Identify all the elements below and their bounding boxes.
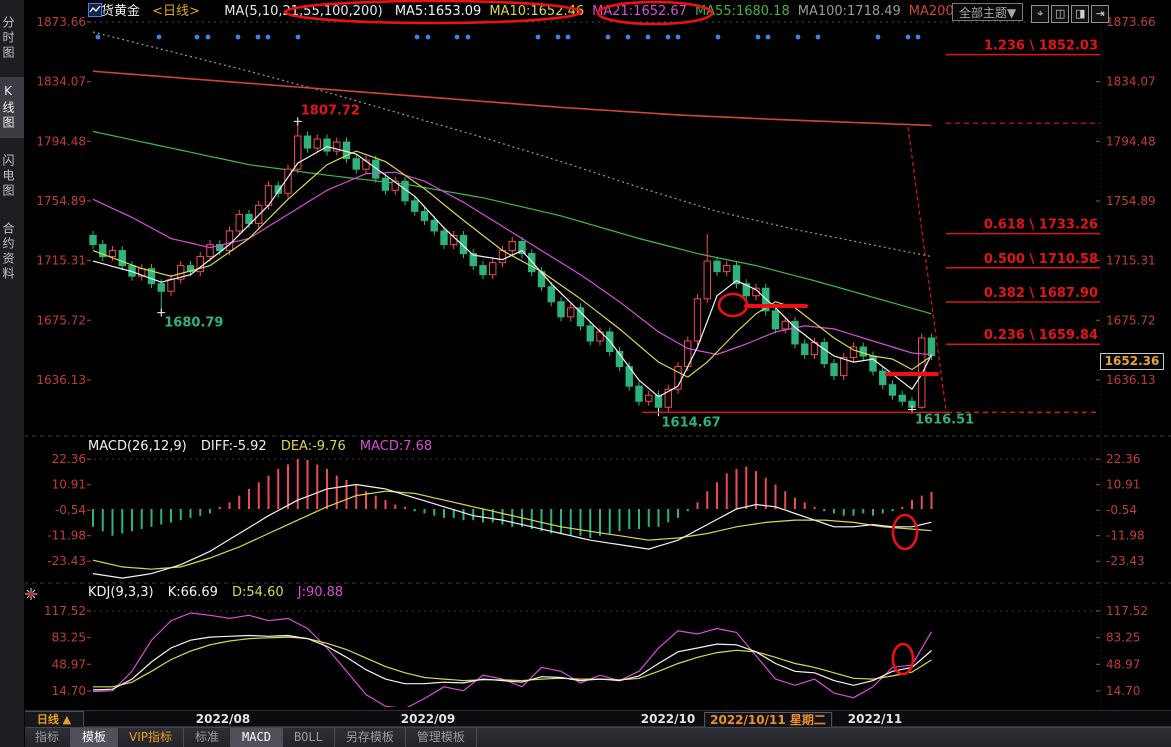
chart-type-sidebar: 分时图 K线图闪电图合约资料	[0, 0, 25, 747]
macd-diff-value: DIFF:-5.92	[200, 439, 267, 454]
svg-text:-23.43: -23.43	[47, 554, 86, 568]
svg-text:1715.31: 1715.31	[1106, 254, 1156, 268]
price-panel: 1680.79 1807.72 1614.67 1616.51	[89, 31, 974, 430]
last-price-badge: 1652.36	[1100, 353, 1164, 370]
svg-text:83.25: 83.25	[52, 631, 86, 645]
svg-text:1616.51: 1616.51	[915, 413, 974, 428]
macd-macd-value: MACD:7.68	[359, 439, 433, 454]
theme-select-button[interactable]: 全部主题▼	[952, 3, 1024, 21]
macd-title: MACD(26,12,9)	[88, 439, 187, 454]
collapse-panel-icon[interactable]: ⇥	[1091, 5, 1110, 23]
date-axis-label: 2022/09	[400, 712, 456, 726]
svg-text:83.25: 83.25	[1106, 631, 1140, 645]
svg-text:0.618 \ 1733.26: 0.618 \ 1733.26	[984, 218, 1098, 233]
svg-text:1754.89: 1754.89	[36, 194, 86, 208]
svg-text:48.97: 48.97	[52, 657, 86, 671]
svg-text:-11.98: -11.98	[1106, 529, 1145, 543]
svg-text:1834.07: 1834.07	[1106, 75, 1156, 89]
svg-text:48.97: 48.97	[1106, 657, 1140, 671]
ma-settings: MA(5,10,21,55,100,200)	[224, 4, 383, 19]
svg-text:-0.54: -0.54	[55, 503, 86, 517]
period-selector[interactable]: 日线 ▲	[24, 711, 84, 728]
pen-ellipse	[891, 642, 915, 676]
pen-ellipse	[891, 513, 919, 551]
date-axis: 日线 ▲ 2022/08 2022/09 2022/10 2022/10/11 星期二…	[24, 710, 1171, 728]
svg-text:1614.67: 1614.67	[662, 415, 721, 430]
period-label: <日线>	[152, 4, 200, 19]
svg-text:1754.89: 1754.89	[1106, 194, 1156, 208]
chart-canvas: 1873.66 1873.66 1834.07 1834.07 1794.48 1794.…	[24, 14, 1171, 708]
svg-text:117.52: 117.52	[1106, 604, 1148, 618]
macd-dea-value: DEA:-9.76	[280, 439, 346, 454]
tab-管理模板[interactable]: 管理模板	[406, 728, 477, 747]
svg-text:10.91: 10.91	[52, 478, 86, 492]
sidebar-item-分时图[interactable]: 分时图	[1, 16, 15, 61]
toolbar: 全部主题▼ ⌖ ◫ ◨ ⇥	[952, 2, 1111, 23]
tab-标准[interactable]: 标准	[184, 728, 232, 747]
macd-header: MACD(26,12,9) DIFF:-5.92 DEA:-9.76 MACD:…	[88, 439, 442, 454]
svg-text:0.500 \ 1710.58: 0.500 \ 1710.58	[984, 252, 1098, 267]
svg-text:0.382 \ 1687.90: 0.382 \ 1687.90	[984, 286, 1098, 301]
macd-panel	[92, 459, 933, 579]
svg-text:1807.72: 1807.72	[301, 103, 360, 118]
ma-value: MA5:1653.09	[394, 4, 482, 19]
ma-value: MA100:1718.49	[797, 4, 901, 19]
svg-text:0.236 \ 1659.84: 0.236 \ 1659.84	[984, 328, 1098, 343]
svg-text:1873.66: 1873.66	[36, 15, 86, 29]
tab-指标[interactable]: 指标	[24, 728, 72, 747]
tab-VIP指标[interactable]: VIP指标	[118, 728, 185, 747]
tab-MACD[interactable]: MACD	[231, 728, 283, 747]
svg-text:1873.66: 1873.66	[1106, 15, 1156, 29]
ma-values: MA5:1653.09 MA10:1652.46 MA21:1652.67 MA55:…	[395, 4, 1020, 19]
date-axis-label: 2022/11	[847, 712, 903, 726]
pane-left-icon[interactable]: ◫	[1051, 5, 1070, 23]
svg-text:22.36: 22.36	[1106, 452, 1140, 466]
crosshair-date-label: 2022/10/11 星期二	[704, 712, 832, 728]
tab-模板[interactable]: 模板	[71, 728, 119, 747]
ma-value: MA55:1680.18	[694, 4, 790, 19]
crosshair-icon[interactable]: ⌖	[1031, 5, 1050, 23]
chart-header: 现货黄金 <日线> MA(5,10,21,55,100,200) MA5:165…	[88, 3, 1028, 21]
svg-text:1.236 \ 1852.03: 1.236 \ 1852.03	[984, 39, 1098, 54]
ma-value: MA10:1652.46	[489, 4, 585, 19]
kdj-panel	[92, 612, 933, 707]
kdj-header: KDJ(9,3,3) K:66.69 D:54.60 J:90.88	[88, 585, 353, 600]
kdj-j-value: J:90.88	[297, 585, 344, 600]
svg-text:117.52: 117.52	[44, 604, 86, 618]
svg-text:14.70: 14.70	[52, 684, 86, 698]
svg-text:10.91: 10.91	[1106, 478, 1140, 492]
kdj-k-value: K:66.69	[167, 585, 218, 600]
svg-text:1794.48: 1794.48	[1106, 134, 1156, 148]
svg-text:1834.07: 1834.07	[36, 75, 86, 89]
date-axis-label: 2022/10	[640, 712, 696, 726]
svg-text:1636.13: 1636.13	[1106, 373, 1156, 387]
sidebar-item-闪电图[interactable]: 闪电图	[1, 154, 15, 199]
alert-marker-icon	[25, 588, 37, 600]
date-axis-label: 2022/08	[195, 712, 251, 726]
pane-right-icon[interactable]: ◨	[1071, 5, 1090, 23]
svg-text:22.36: 22.36	[52, 452, 86, 466]
svg-text:-11.98: -11.98	[47, 529, 86, 543]
tab-另存模板[interactable]: 另存模板	[335, 728, 406, 747]
svg-text:-0.54: -0.54	[1106, 503, 1137, 517]
svg-text:1675.72: 1675.72	[36, 313, 86, 327]
ma-value: MA21:1652.67	[592, 4, 687, 19]
tab-BOLL[interactable]: BOLL	[283, 728, 335, 747]
bottom-tab-bar: 指标 模板 VIP指标 标准 MACD BOLL 另存模板 管理模板	[24, 727, 1171, 747]
kdj-d-value: D:54.60	[232, 585, 284, 600]
svg-text:1794.48: 1794.48	[36, 134, 86, 148]
svg-text:-23.43: -23.43	[1106, 554, 1145, 568]
svg-text:14.70: 14.70	[1106, 684, 1140, 698]
svg-text:1680.79: 1680.79	[164, 316, 223, 331]
kdj-title: KDJ(9,3,3)	[88, 585, 154, 600]
pen-ellipse	[717, 292, 749, 318]
svg-text:1715.31: 1715.31	[36, 254, 86, 268]
svg-text:1675.72: 1675.72	[1106, 313, 1156, 327]
svg-text:1636.13: 1636.13	[36, 373, 86, 387]
sidebar-item-K线图[interactable]: K线图	[0, 77, 24, 138]
sidebar-item-合约资料[interactable]: 合约资料	[1, 222, 15, 282]
